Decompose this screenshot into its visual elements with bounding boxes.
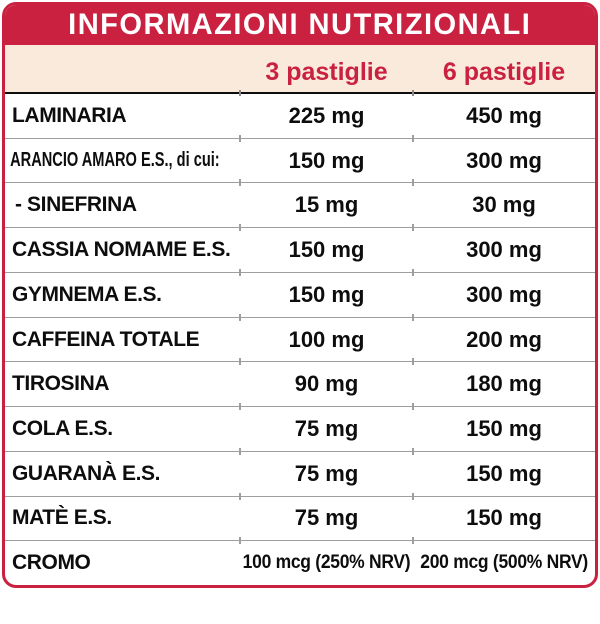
value-3-pastiglie: 15 mg xyxy=(294,192,359,218)
nutrient-name: TIROSINA xyxy=(12,372,110,396)
table-row-tirosina: TIROSINA 90 mg 180 mg xyxy=(5,362,595,410)
header-divider xyxy=(5,90,595,96)
nutrient-name: GYMNEMA E.S. xyxy=(12,282,162,306)
nutrient-name: CROMO xyxy=(12,551,91,575)
value-6-pastiglie: 300 mg xyxy=(466,281,542,307)
table-row-arancio-amaro: ARANCIO AMARO E.S., di cui: 150 mg 300 m… xyxy=(5,139,595,187)
panel-header: INFORMAZIONI NUTRIZIONALI xyxy=(5,5,595,45)
table-row-cola: COLA E.S. 75 mg 150 mg xyxy=(5,407,595,455)
table-row-sinefrina: - SINEFRINA 15 mg 30 mg xyxy=(5,183,595,231)
nutrient-name: ARANCIO AMARO E.S., di cui: xyxy=(10,149,220,172)
value-6-pastiglie: 150 mg xyxy=(466,416,542,441)
value-3-pastiglie: 90 mg xyxy=(294,371,359,397)
value-6-pastiglie: 300 mg xyxy=(466,147,542,173)
nutrient-name: CAFFEINA TOTALE xyxy=(12,327,200,351)
nutrient-name: MATÈ E.S. xyxy=(12,506,112,530)
nutrient-name: LAMINARIA xyxy=(12,103,127,127)
value-3-pastiglie: 100 mcg (250% NRV) xyxy=(242,552,411,574)
value-3-pastiglie: 150 mg xyxy=(288,281,365,307)
value-3-pastiglie: 75 mg xyxy=(294,460,359,486)
panel-title: INFORMAZIONI NUTRIZIONALI xyxy=(68,8,532,41)
nutrient-name: CASSIA NOMAME E.S. xyxy=(12,238,231,262)
table-row-guarana: GUARANÀ E.S. 75 mg 150 mg xyxy=(5,452,595,500)
column-header-3-pastiglie: 3 pastiglie xyxy=(265,58,388,86)
table-row-cassia-nomame: CASSIA NOMAME E.S. 150 mg 300 mg xyxy=(5,228,595,276)
nutrition-table: LAMINARIA 225 mg 450 mg ARANCIO AMARO E.… xyxy=(5,94,595,585)
table-row-cromo: CROMO 100 mcg (250% NRV) 200 mcg (500% N… xyxy=(5,541,595,585)
nutrition-panel: INFORMAZIONI NUTRIZIONALI 3 pastiglie 6 … xyxy=(2,2,598,588)
value-3-pastiglie: 150 mg xyxy=(288,237,365,263)
value-3-pastiglie: 225 mg xyxy=(288,102,365,128)
value-3-pastiglie: 75 mg xyxy=(294,416,359,441)
value-3-pastiglie: 100 mg xyxy=(288,326,365,352)
table-row-caffeina-totale: CAFFEINA TOTALE 100 mg 200 mg xyxy=(5,318,595,366)
column-headers: 3 pastiglie 6 pastiglie xyxy=(5,45,595,92)
column-header-spacer xyxy=(5,65,240,73)
nutrient-name: COLA E.S. xyxy=(12,417,113,440)
value-3-pastiglie: 75 mg xyxy=(294,505,359,531)
value-6-pastiglie: 450 mg xyxy=(466,102,542,128)
value-6-pastiglie: 150 mg xyxy=(466,460,542,486)
value-6-pastiglie: 200 mcg (500% NRV) xyxy=(420,552,588,574)
value-6-pastiglie: 300 mg xyxy=(466,237,542,263)
table-row-mate: MATÈ E.S. 75 mg 150 mg xyxy=(5,497,595,545)
nutrient-name: GUARANÀ E.S. xyxy=(12,461,161,485)
value-6-pastiglie: 150 mg xyxy=(466,505,542,531)
table-row-laminaria: LAMINARIA 225 mg 450 mg xyxy=(5,94,595,142)
value-3-pastiglie: 150 mg xyxy=(288,147,365,173)
nutrient-name: - SINEFRINA xyxy=(15,193,137,217)
table-row-gymnema: GYMNEMA E.S. 150 mg 300 mg xyxy=(5,273,595,321)
value-6-pastiglie: 30 mg xyxy=(472,192,536,218)
column-header-6-pastiglie: 6 pastiglie xyxy=(442,58,566,86)
value-6-pastiglie: 200 mg xyxy=(466,326,542,352)
value-6-pastiglie: 180 mg xyxy=(466,371,542,397)
